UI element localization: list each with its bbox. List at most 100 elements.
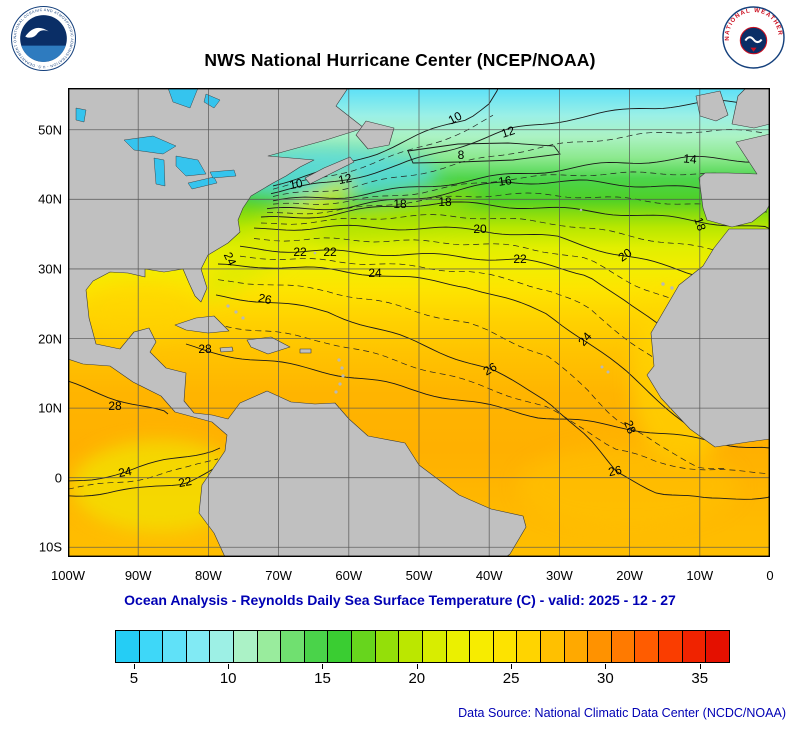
land-france-iberia (698, 133, 771, 228)
land-cuba (174, 315, 230, 334)
colorbar (115, 630, 730, 663)
colorbar-tick-label: 15 (314, 670, 331, 687)
sst-map: 10 12 8 10 12 14 16 18 18 18 20 20 22 22 22 24 24 24 26 26 2… (67, 87, 771, 558)
contour-label: 18 (438, 195, 452, 209)
contour-label: 18 (691, 215, 709, 232)
contour-label: 20 (473, 222, 487, 236)
lon-tick-label: 100W (51, 568, 85, 583)
colorbar-tick (228, 664, 230, 669)
contour-label: 24 (221, 250, 239, 268)
contour-label: 22 (323, 245, 337, 259)
lon-tick-label: 10W (686, 568, 714, 583)
colorbar-tick (699, 664, 701, 669)
contour-label: 24 (117, 464, 133, 480)
lat-tick-label: 30N (38, 261, 62, 277)
colorbar-tick-label: 10 (219, 670, 237, 687)
contour-label: 26 (481, 359, 500, 378)
lat-tick-label: 20N (38, 331, 62, 346)
contour-label: 22 (513, 252, 527, 266)
colorbar-tick-label: 25 (502, 670, 520, 687)
land-africa (646, 228, 771, 448)
colorbar-cell (399, 631, 423, 662)
contour-label: 28 (621, 418, 639, 436)
contour-label: 24 (368, 266, 382, 280)
colorbar-cell (540, 631, 565, 662)
noaa-logo: NATIONAL OCEANIC AND ATMOSPHERIC ADMINIS… (8, 2, 77, 72)
contour-label: 22 (177, 474, 193, 490)
lon-tick-label: 30W (546, 568, 573, 583)
small-islands (226, 208, 674, 394)
colorbar-cell (635, 631, 660, 662)
colorbar-cell (186, 631, 211, 662)
land-puerto-rico (299, 348, 312, 354)
land-newfoundland (355, 120, 395, 150)
colorbar-cell (328, 631, 353, 662)
colorbar-tick (511, 664, 513, 669)
sst-contours (67, 87, 771, 500)
colorbar-cell (257, 631, 282, 662)
contour-label: 10 (288, 176, 304, 192)
colorbar-cell (304, 631, 329, 662)
colorbar-tick-label: 5 (129, 670, 139, 687)
colorbar-cell (422, 631, 447, 662)
lon-tick-label: 50W (405, 568, 433, 583)
nws-logo: NATIONAL WEATHER SERVICE (719, 1, 785, 69)
colorbar-cell (470, 631, 494, 662)
colorbar-cell (659, 631, 683, 662)
lon-tick-label: 20W (616, 568, 643, 583)
nws-logo-svg: NATIONAL WEATHER SERVICE (719, 1, 785, 69)
lon-tick-label: 40W (475, 568, 503, 583)
noaa-emblem-sea (21, 45, 66, 62)
colorbar-tick (416, 664, 418, 669)
contour-label: 26 (607, 463, 623, 480)
map-grid (68, 88, 770, 557)
data-source: Data Source: National Climatic Data Cent… (458, 706, 786, 720)
colorbar-cell (588, 631, 612, 662)
colorbar-cell (163, 631, 187, 662)
land-americas (67, 87, 527, 558)
colorbar-tick-label: 35 (691, 670, 709, 687)
colorbar-cell (611, 631, 636, 662)
contour-label: 14 (683, 151, 698, 166)
contour-label: 18 (393, 197, 407, 211)
colorbar-cell (139, 631, 164, 662)
contour-label: 28 (108, 399, 122, 413)
colorbar-cell (564, 631, 589, 662)
contour-label: 8 (458, 148, 465, 162)
landmasses (67, 87, 771, 558)
nws-flag-icon (750, 47, 757, 52)
contour-label: 10 (446, 109, 465, 128)
colorbar-tick-label: 30 (597, 670, 614, 687)
contour-label: 26 (257, 291, 273, 308)
colorbar-cell (517, 631, 541, 662)
noaa-logo-svg: NATIONAL OCEANIC AND ATMOSPHERIC ADMINIS… (8, 2, 76, 71)
contour-label: 16 (497, 173, 512, 189)
colorbar-tick (133, 664, 135, 669)
colorbar-cell (493, 631, 518, 662)
lon-tick-label: 90W (124, 568, 152, 583)
noaa-gull-icon (25, 27, 49, 38)
lon-tick-label: 0 (766, 568, 774, 583)
colorbar-tick (322, 664, 324, 669)
lat-tick-label: 10S (38, 539, 62, 555)
colorbar-cell (116, 631, 140, 662)
colorbar-cell (706, 631, 729, 662)
colorbar-tick (605, 664, 607, 669)
lat-tick-label: 40N (38, 191, 62, 207)
colorbar-cell (682, 631, 707, 662)
colorbar-cell (210, 631, 235, 662)
colorbar-cell (234, 631, 258, 662)
lon-tick-label: 80W (195, 568, 222, 583)
contour-label: 12 (499, 123, 516, 141)
lat-tick-label: 50N (38, 122, 62, 138)
lat-tick-label: 10N (38, 400, 62, 416)
nws-gull-icon (744, 36, 763, 44)
lon-tick-label: 60W (335, 568, 363, 583)
map-caption: Ocean Analysis - Reynolds Daily Sea Surf… (124, 592, 676, 608)
land-jamaica (219, 346, 234, 353)
contour-label: 12 (337, 171, 353, 188)
map-frame (67, 87, 770, 558)
land-nova-scotia (304, 156, 355, 185)
